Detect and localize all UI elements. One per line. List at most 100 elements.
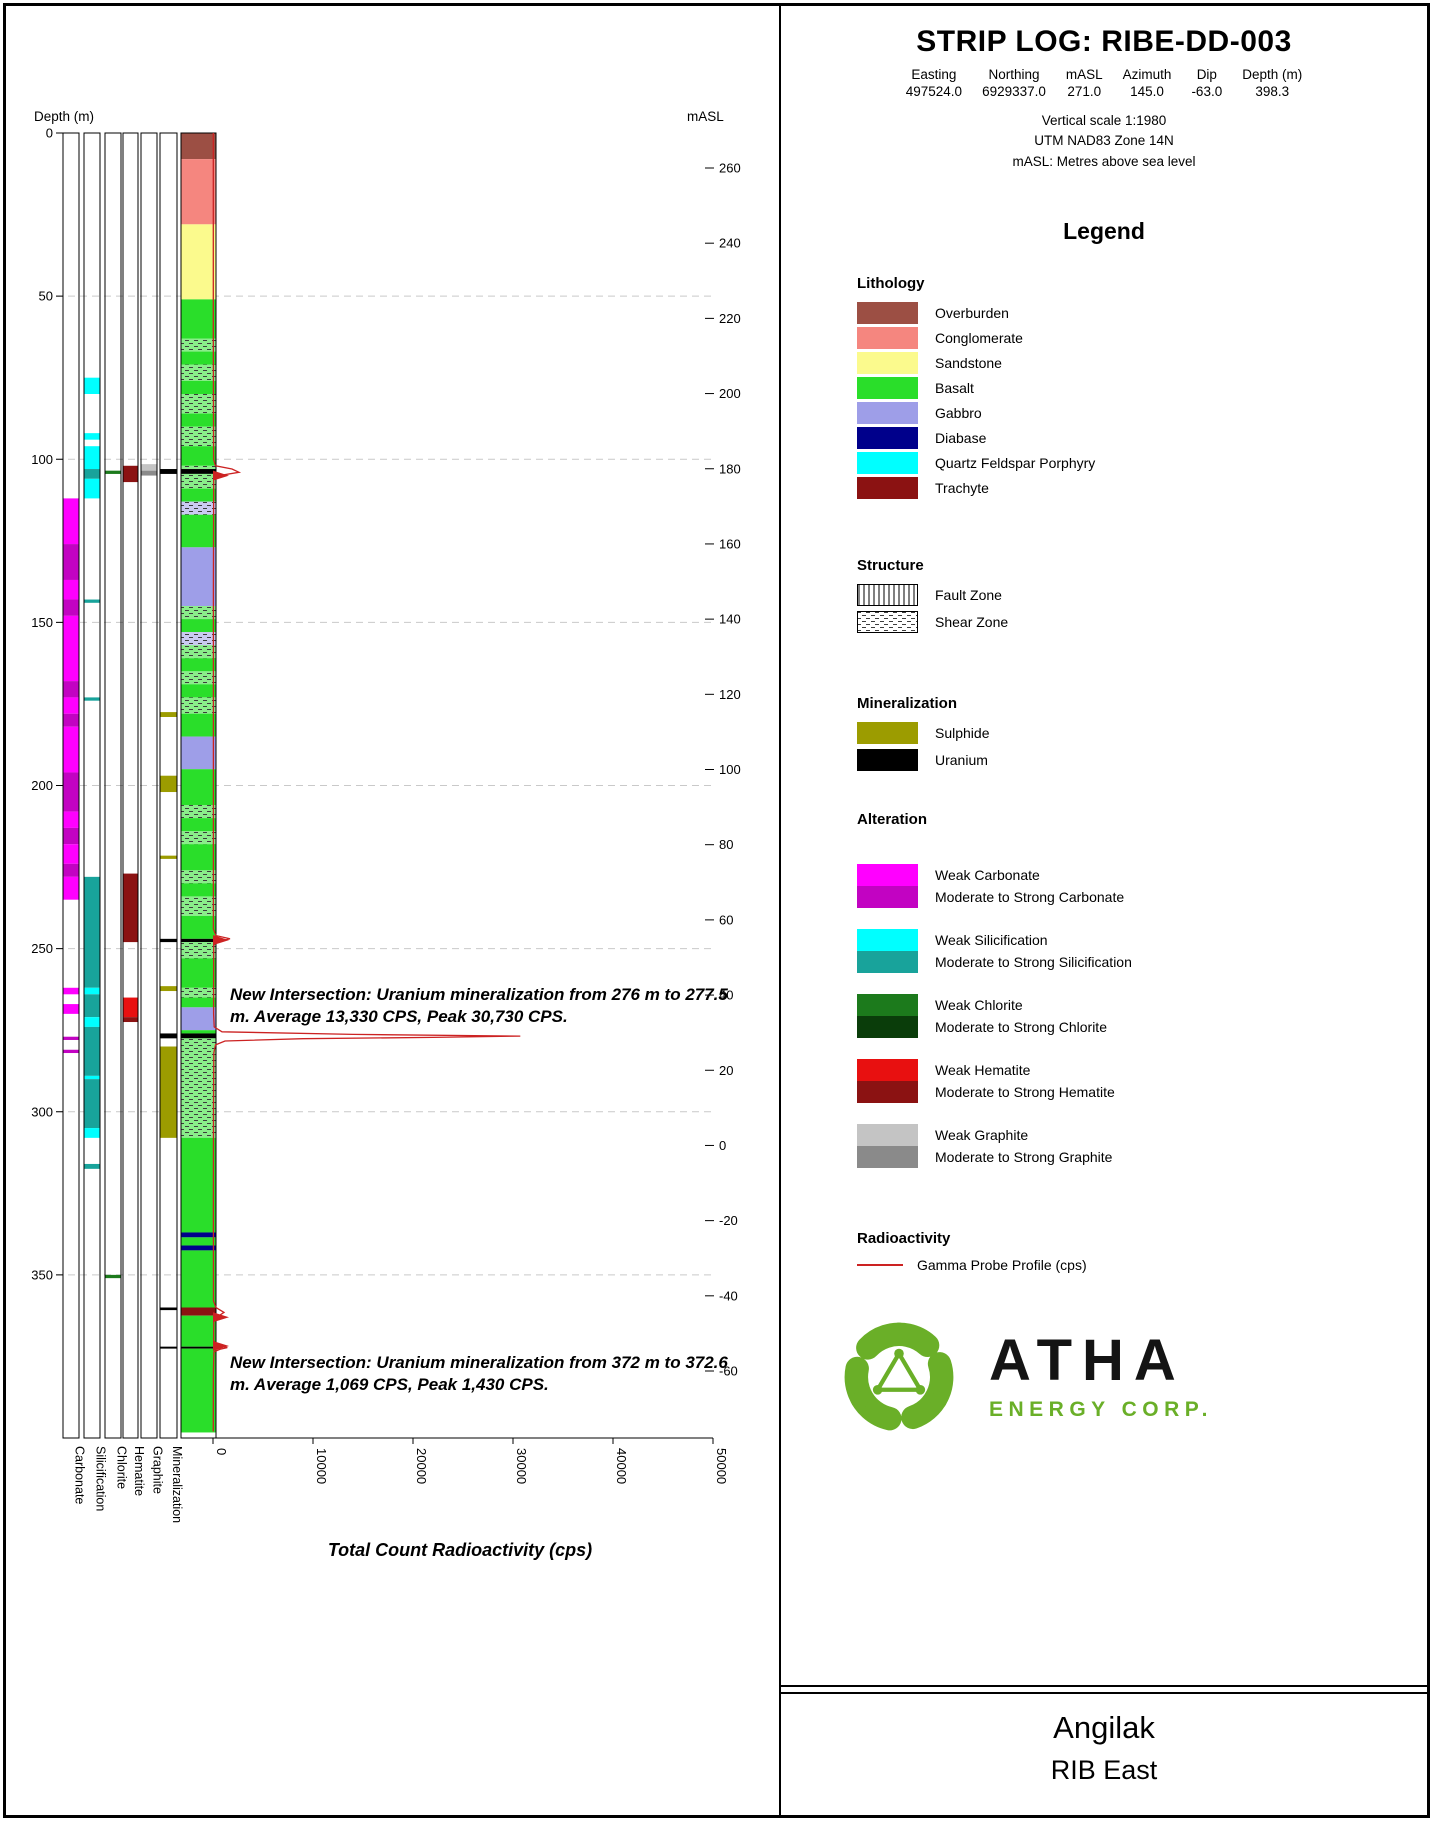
track-carbonate — [62, 132, 80, 1439]
alteration-group-silicification: Weak Silicification Moderate to Strong Si… — [857, 928, 1411, 973]
carbonate-interval-weak — [63, 615, 79, 682]
carbonate-interval-strong — [63, 599, 79, 616]
alteration-label: Moderate to Strong Chlorite — [935, 1018, 1107, 1035]
depth-tick-label: 350 — [31, 1267, 53, 1282]
lithology-label: Diabase — [935, 429, 987, 446]
lithology-interval-sandstone — [181, 224, 216, 300]
area-name: RIB East — [1050, 1755, 1158, 1785]
collar-field: Dip -63.0 — [1191, 67, 1222, 99]
track-mineralization — [159, 132, 178, 1439]
lithology-item-gabbro: Gabbro — [857, 401, 1411, 424]
lithology-interval-gabbro — [181, 1007, 216, 1031]
lithology-swatch-sandstone — [857, 351, 918, 374]
silicification-interval-weak — [84, 1017, 100, 1027]
lithology-interval-uranium — [181, 1346, 216, 1349]
lithology-interval-basalt — [181, 413, 216, 427]
lithology-label: Sandstone — [935, 354, 1002, 371]
uranium-intersection-note-1: New Intersection: Uranium mineralization… — [230, 985, 728, 1027]
carbonate-interval-weak — [63, 844, 79, 864]
depth-tick-label: 200 — [31, 778, 53, 793]
radioactivity-item-gamma: Gamma Probe Profile (cps) — [857, 1257, 1411, 1273]
shear-zone-overlay — [181, 697, 216, 714]
carbonate-interval-strong — [63, 1036, 79, 1040]
masl-tick-label: 120 — [719, 687, 741, 702]
depth-tick-label: 300 — [31, 1104, 53, 1119]
carbonate-interval-strong — [63, 863, 79, 877]
column-label-hematite: Hematite — [132, 1446, 146, 1496]
lithology-swatch-basalt — [857, 376, 918, 399]
masl-tick-label: -40 — [719, 1288, 738, 1303]
lithology-interval-diabase — [181, 1232, 216, 1238]
track-hematite — [122, 132, 139, 1439]
spike-arrow — [213, 935, 229, 946]
lithology-interval-gabbro — [181, 547, 216, 607]
shear-pattern-swatch — [857, 610, 918, 633]
silicification-interval-strong — [84, 876, 100, 988]
lithology-interval-diabase — [181, 1245, 216, 1251]
masl-tick-label: 40 — [719, 988, 733, 1003]
map-notes: Vertical scale 1:1980 UTM NAD83 Zone 14N… — [781, 111, 1427, 172]
alteration-label: Weak Chlorite — [935, 996, 1023, 1013]
mineralization-item-uranium: Uranium — [857, 748, 1411, 771]
masl-tick-label: 140 — [719, 612, 741, 627]
x-tick-label: 0 — [214, 1448, 229, 1455]
mineralization-interval-sulphide — [160, 1046, 177, 1138]
carbonate-interval-strong — [63, 772, 79, 812]
alteration-swatch-weak — [857, 1058, 918, 1081]
masl-tick-label: 20 — [719, 1063, 733, 1078]
masl-tick-label: -60 — [719, 1364, 738, 1379]
collar-value: 497524.0 — [905, 84, 963, 99]
collar-header: Dip — [1196, 67, 1217, 82]
lithology-interval-basalt — [181, 380, 216, 394]
depth-axis-label: Depth (m) — [34, 109, 94, 124]
lithology-item-qfp: Quartz Feldspar Porphyry — [857, 451, 1411, 474]
project-name: Angilak — [1053, 1710, 1155, 1745]
alteration-label: Moderate to Strong Graphite — [935, 1148, 1113, 1165]
depth-tick-label: 250 — [31, 941, 53, 956]
lithology-interval-basalt — [181, 844, 216, 871]
carbonate-interval-weak — [63, 498, 79, 545]
masl-tick-label: 200 — [719, 386, 741, 401]
lithology-interval-basalt — [181, 818, 216, 832]
chlorite-interval-weak — [105, 470, 121, 474]
masl-tick-label: 180 — [719, 461, 741, 476]
shear-zone-overlay — [181, 896, 216, 916]
footer-panel: Angilak RIB East — [781, 1692, 1427, 1820]
lithology-item-conglomerate: Conglomerate — [857, 326, 1411, 349]
collar-header: Easting — [911, 67, 957, 82]
lithology-interval-uranium — [181, 938, 216, 943]
alteration-label: Moderate to Strong Hematite — [935, 1083, 1115, 1100]
depth-tick-label: 150 — [31, 615, 53, 630]
lithology-item-trachyte: Trachyte — [857, 476, 1411, 499]
carbonate-interval-weak — [63, 811, 79, 828]
structure-item-shear: Shear Zone — [857, 610, 1411, 633]
lithology-swatch-qfp — [857, 451, 918, 474]
shear-zone-overlay — [181, 465, 216, 470]
lithology-swatch-conglomerate — [857, 326, 918, 349]
lithology-interval-basalt — [181, 488, 216, 502]
mineralization-label: Uranium — [935, 751, 988, 768]
carbonate-interval-strong — [63, 1049, 79, 1054]
collar-field: Depth (m) 398.3 — [1242, 67, 1302, 99]
alteration-label: Moderate to Strong Carbonate — [935, 888, 1125, 905]
note-utm-zone: UTM NAD83 Zone 14N — [1034, 133, 1174, 149]
lithology-swatch-overburden — [857, 301, 918, 324]
structure-label: Shear Zone — [935, 613, 1009, 630]
track-chlorite — [104, 132, 122, 1439]
panel-divider — [779, 3, 781, 1818]
lithology-interval-basalt — [181, 769, 216, 806]
carbonate-interval-weak — [63, 876, 79, 900]
lithology-interval-basalt — [181, 514, 216, 548]
x-tick-label: 40000 — [614, 1448, 629, 1484]
shear-zone-overlay — [181, 805, 216, 819]
masl-tick-label: -20 — [719, 1213, 738, 1228]
mineralization-interval-uranium — [160, 1307, 177, 1311]
masl-tick-label: 260 — [719, 161, 741, 176]
lithology-swatch-gabbro — [857, 401, 918, 424]
radioactivity-axis-title: Total Count Radioactivity (cps) — [328, 1540, 592, 1560]
silicification-interval-strong — [84, 1026, 100, 1076]
lithology-interval-conglomerate — [181, 159, 216, 225]
alteration-item-weak: Weak Graphite — [857, 1123, 1411, 1146]
alteration-item-strong: Moderate to Strong Silicification — [857, 950, 1411, 973]
collar-header: Depth (m) — [1242, 67, 1303, 82]
